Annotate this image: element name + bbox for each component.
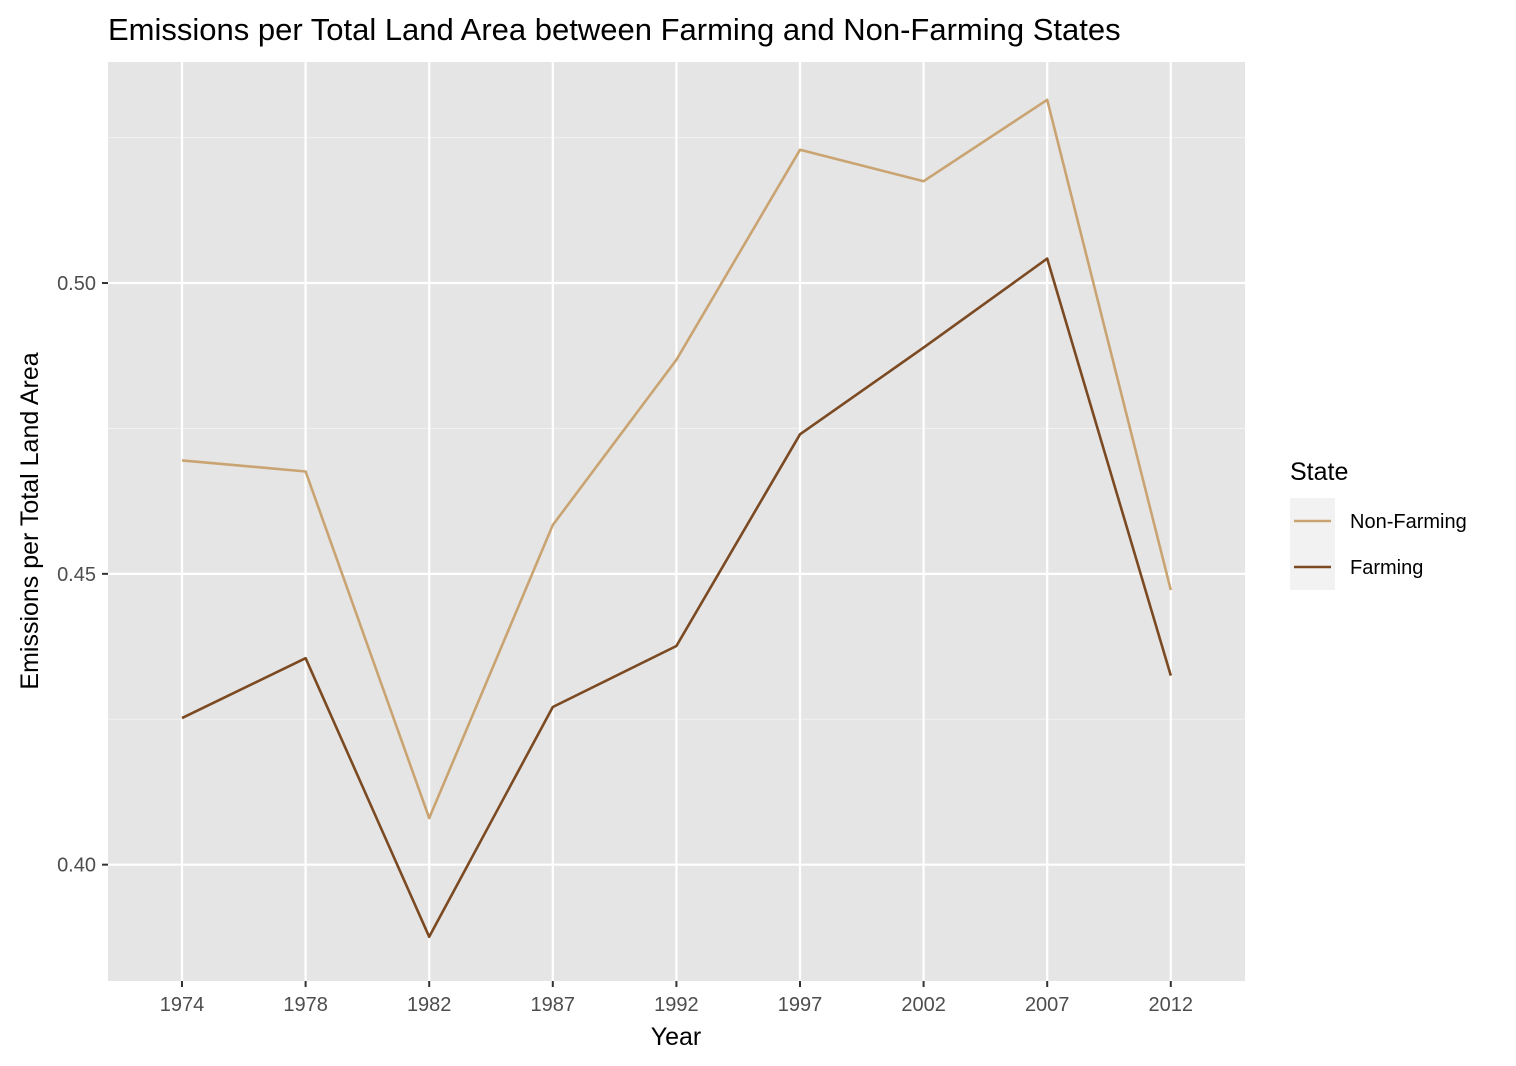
legend-title: State bbox=[1290, 458, 1348, 486]
y-tick-label: 0.45 bbox=[57, 564, 96, 586]
x-tick-label: 1974 bbox=[160, 994, 205, 1016]
x-tick-label: 1987 bbox=[531, 994, 576, 1016]
legend-label: Farming bbox=[1350, 557, 1423, 579]
x-tick-label: 2002 bbox=[901, 994, 946, 1016]
series-line-non-farming bbox=[181, 98, 1173, 820]
x-axis-title: Year bbox=[651, 1023, 702, 1051]
x-tick-label: 2007 bbox=[1025, 994, 1070, 1016]
legend: State Non-Farming Farming bbox=[1290, 458, 1467, 590]
chart-title: Emissions per Total Land Area between Fa… bbox=[108, 12, 1121, 47]
series-line-farming bbox=[181, 257, 1173, 939]
x-axis: 1974 1978 1982 1987 1992 1997 2002 2007 2012 bbox=[160, 981, 1193, 1016]
x-tick-label: 1978 bbox=[283, 994, 328, 1016]
major-gridlines-x bbox=[180, 62, 1172, 981]
y-tick-label: 0.40 bbox=[57, 855, 96, 877]
x-tick-label: 2012 bbox=[1149, 994, 1194, 1016]
legend-items: Non-Farming Farming bbox=[1290, 498, 1467, 590]
x-tick-label: 1992 bbox=[654, 994, 699, 1016]
series-lines bbox=[181, 98, 1173, 939]
legend-label: Non-Farming bbox=[1350, 511, 1467, 533]
y-axis-title: Emissions per Total Land Area bbox=[16, 352, 44, 689]
y-axis: 0.40 0.45 0.50 bbox=[57, 273, 108, 877]
y-tick-label: 0.50 bbox=[57, 273, 96, 295]
x-tick-label: 1982 bbox=[407, 994, 452, 1016]
x-tick-label: 1997 bbox=[778, 994, 823, 1016]
